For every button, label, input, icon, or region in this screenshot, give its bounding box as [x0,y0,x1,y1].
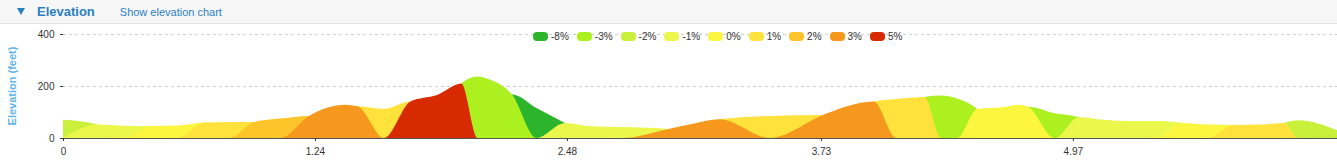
html-text:0%: 0% [726,31,741,42]
html-text:-3%: -3% [594,31,613,42]
svg-text:0: 0 [61,146,67,157]
svg-text:200: 200 [38,81,55,92]
html-text:-1%: -1% [682,31,701,42]
svg-text:400: 400 [38,29,55,40]
html-text:Elevation (feet): Elevation (feet) [6,46,18,126]
html-text:Show elevation chart: Show elevation chart [119,5,222,18]
svg-text:4.97: 4.97 [1064,146,1084,157]
svg-text:3.73: 3.73 [812,146,832,157]
html-text:Elevation: Elevation [37,4,95,19]
html-text:-8%: -8% [551,31,569,42]
html-text:5%: 5% [888,31,903,42]
svg-text:2.48: 2.48 [558,146,578,157]
html-text:2%: 2% [807,31,822,42]
html-text:3%: 3% [847,31,862,42]
html-text:1%: 1% [766,31,782,42]
html-text:-2%: -2% [638,31,657,42]
svg-text:0: 0 [49,133,55,144]
svg-text:1.24: 1.24 [306,146,326,157]
